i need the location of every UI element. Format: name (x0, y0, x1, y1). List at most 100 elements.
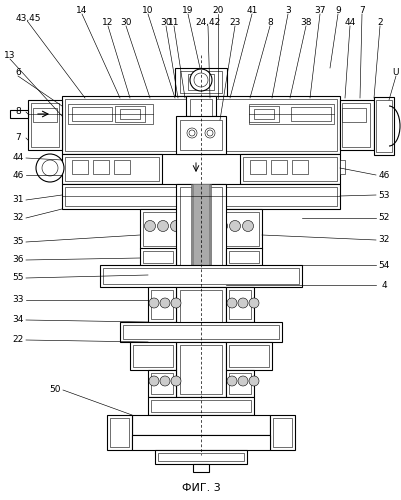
Bar (132, 435, 269, 450)
Bar (174, 68, 227, 96)
Bar (120, 322, 281, 342)
Bar (180, 120, 221, 150)
Bar (72, 107, 112, 121)
Text: 31: 31 (12, 196, 24, 204)
Bar (229, 290, 250, 319)
Circle shape (227, 376, 237, 386)
Bar (229, 251, 258, 263)
Text: 8: 8 (15, 108, 21, 116)
Text: 30: 30 (160, 18, 171, 26)
Text: 37: 37 (314, 6, 325, 15)
Bar (253, 109, 273, 119)
Bar (270, 160, 286, 174)
Text: 38: 38 (300, 18, 311, 26)
Text: 10: 10 (142, 6, 153, 15)
Circle shape (237, 298, 247, 308)
Bar (272, 418, 291, 447)
Circle shape (227, 298, 237, 308)
Bar (176, 116, 225, 154)
Text: 55: 55 (12, 274, 24, 282)
Bar (62, 154, 162, 184)
Text: 24,42: 24,42 (195, 18, 220, 26)
Bar (239, 154, 339, 184)
Bar (176, 184, 225, 294)
Bar (373, 97, 393, 155)
Text: U: U (392, 68, 398, 76)
Bar (192, 464, 209, 472)
Bar (123, 325, 278, 339)
Bar (31, 103, 59, 147)
Bar (62, 96, 339, 154)
Bar (211, 209, 261, 249)
Text: 52: 52 (377, 214, 389, 222)
Bar (148, 370, 176, 397)
Bar (269, 415, 294, 450)
Text: 36: 36 (12, 256, 24, 264)
Bar (65, 99, 336, 151)
Bar (190, 99, 211, 116)
Bar (28, 100, 62, 150)
Text: 50: 50 (49, 386, 61, 394)
Bar (115, 106, 145, 122)
Text: 11: 11 (168, 18, 179, 26)
Bar (248, 106, 278, 122)
Text: 44: 44 (12, 154, 24, 162)
Circle shape (160, 298, 170, 308)
Text: 32: 32 (377, 236, 389, 244)
Circle shape (170, 376, 180, 386)
Circle shape (194, 73, 207, 87)
Bar (151, 373, 172, 394)
Text: 41: 41 (246, 6, 257, 15)
Bar (103, 268, 298, 284)
Text: 9: 9 (334, 6, 340, 15)
Bar (291, 160, 307, 174)
Text: 30: 30 (120, 18, 132, 26)
Bar (290, 107, 330, 121)
Bar (143, 212, 186, 246)
Text: ФИГ. 3: ФИГ. 3 (181, 483, 220, 493)
Bar (180, 345, 221, 394)
Circle shape (207, 130, 213, 136)
Text: 23: 23 (229, 18, 240, 26)
Bar (192, 184, 209, 454)
Circle shape (144, 220, 155, 232)
Bar (72, 160, 88, 174)
Bar (10, 110, 28, 118)
Bar (114, 160, 130, 174)
Text: 46: 46 (377, 170, 389, 179)
Text: 54: 54 (377, 260, 389, 270)
Bar (107, 415, 132, 450)
Bar (339, 100, 373, 150)
Bar (130, 342, 176, 370)
Bar (133, 345, 172, 367)
Text: 3: 3 (284, 6, 290, 15)
Bar (65, 157, 159, 181)
Text: 22: 22 (12, 336, 24, 344)
Bar (186, 96, 215, 116)
Bar (68, 104, 153, 124)
Text: 20: 20 (212, 6, 223, 15)
Circle shape (170, 220, 181, 232)
Text: 46: 46 (12, 170, 24, 179)
Bar (148, 397, 253, 415)
Bar (140, 209, 190, 249)
Bar (242, 157, 336, 181)
Bar (33, 108, 57, 122)
Bar (143, 251, 172, 263)
Text: 53: 53 (377, 190, 389, 200)
Circle shape (157, 220, 168, 232)
Bar (148, 287, 176, 322)
Bar (225, 342, 271, 370)
Bar (180, 290, 221, 344)
Bar (229, 345, 268, 367)
Bar (215, 212, 258, 246)
Bar (155, 450, 246, 464)
Bar (93, 160, 109, 174)
Circle shape (248, 376, 258, 386)
Text: 7: 7 (358, 6, 364, 15)
Text: 4: 4 (380, 280, 386, 289)
Text: 8: 8 (266, 18, 272, 26)
Bar (229, 373, 250, 394)
Bar (339, 160, 344, 174)
Bar (100, 265, 301, 287)
